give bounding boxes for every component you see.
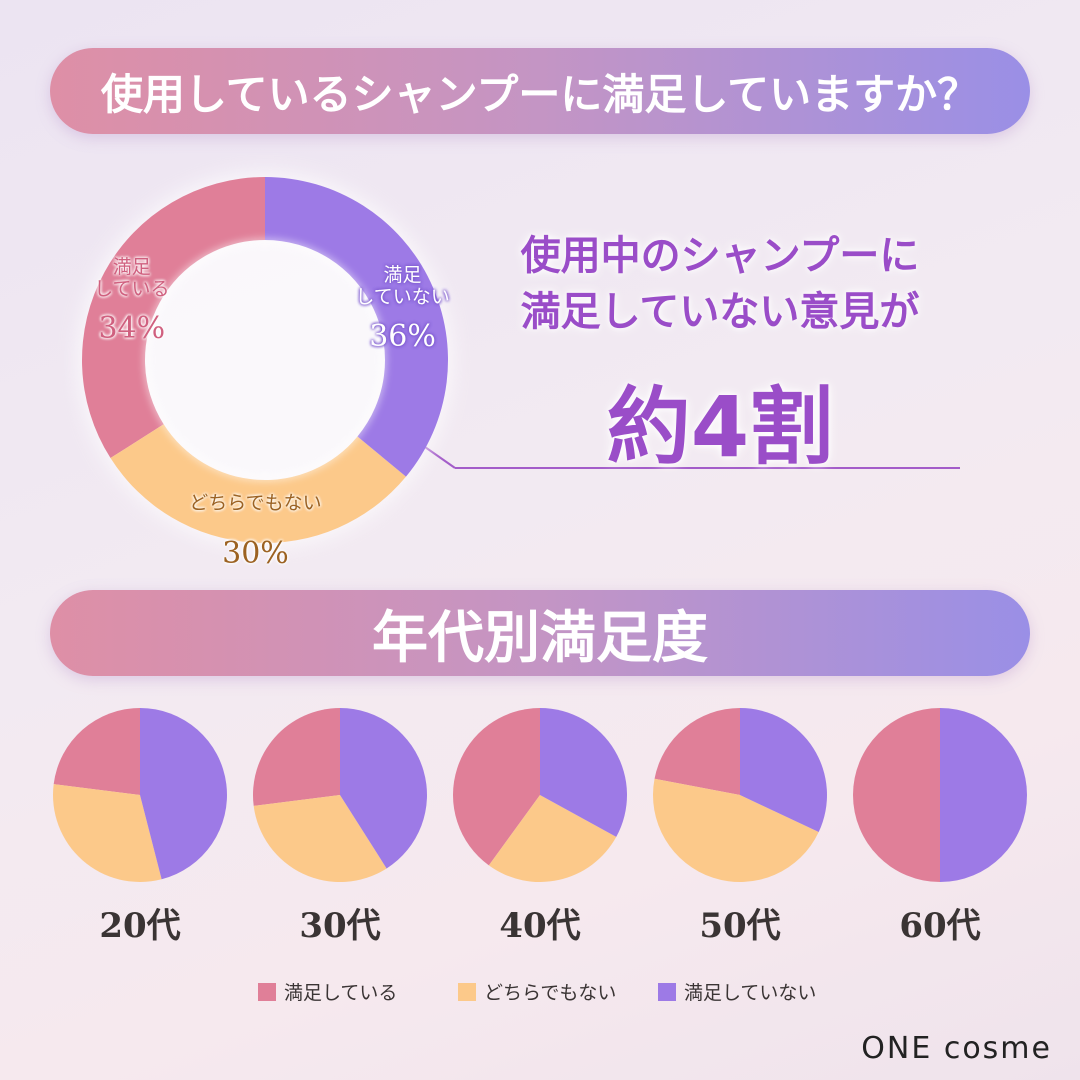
- category-label: 40代: [499, 906, 581, 946]
- pie-slice: [853, 708, 940, 882]
- pie-slice: [653, 778, 819, 882]
- pie-slice: [540, 708, 628, 837]
- callout-emphasis: 約4割: [606, 378, 834, 476]
- legend-swatch: [258, 982, 276, 1001]
- pie-slice: [53, 784, 162, 883]
- pie-slice: [53, 708, 140, 795]
- legend-item: どちらでもない: [458, 978, 616, 1005]
- pie-slice: [488, 795, 617, 883]
- chart-title: 使用しているシャンプーに満足していますか？: [50, 48, 1030, 134]
- legend-swatch: [458, 982, 476, 1001]
- pie-slice: [253, 795, 387, 883]
- legend-label: 満足していない: [684, 982, 817, 1004]
- category-label: 20代: [99, 906, 181, 946]
- value-label: 34%: [98, 310, 166, 346]
- pie-slice: [140, 708, 227, 880]
- pie-slice: [740, 708, 828, 833]
- chart-title: 年代別満足度: [50, 590, 1030, 676]
- donut-slice: [82, 177, 265, 459]
- pie-slice: [654, 708, 740, 795]
- pie-slice: [453, 708, 540, 866]
- donut-slice: [265, 177, 448, 477]
- legend-label: 満足している: [284, 982, 398, 1004]
- value-label: 30%: [222, 535, 289, 571]
- legend-item: 満足している: [258, 978, 397, 1005]
- legend-label: どちらでもない: [484, 982, 617, 1004]
- slice-label: 満足 している: [94, 255, 170, 300]
- pie-slice: [252, 708, 340, 806]
- brand-logo: ONE cosme: [861, 1031, 1052, 1066]
- category-label: 30代: [299, 906, 381, 946]
- legend-item: 満足していない: [658, 978, 816, 1005]
- category-label: 60代: [899, 906, 981, 946]
- value-label: 36%: [369, 319, 436, 355]
- slice-label: どちらでもない: [189, 491, 322, 514]
- category-label: 50代: [699, 906, 781, 946]
- callout-text: 使用中のシャンプーに 満足していない意見が: [520, 233, 920, 335]
- pie-slice: [340, 708, 428, 869]
- slice-label: 満足 していない: [355, 264, 450, 309]
- donut-hole-glow: [144, 239, 386, 481]
- donut-slice: [110, 424, 407, 544]
- pie-slice: [940, 708, 1027, 882]
- legend-swatch: [658, 982, 676, 1001]
